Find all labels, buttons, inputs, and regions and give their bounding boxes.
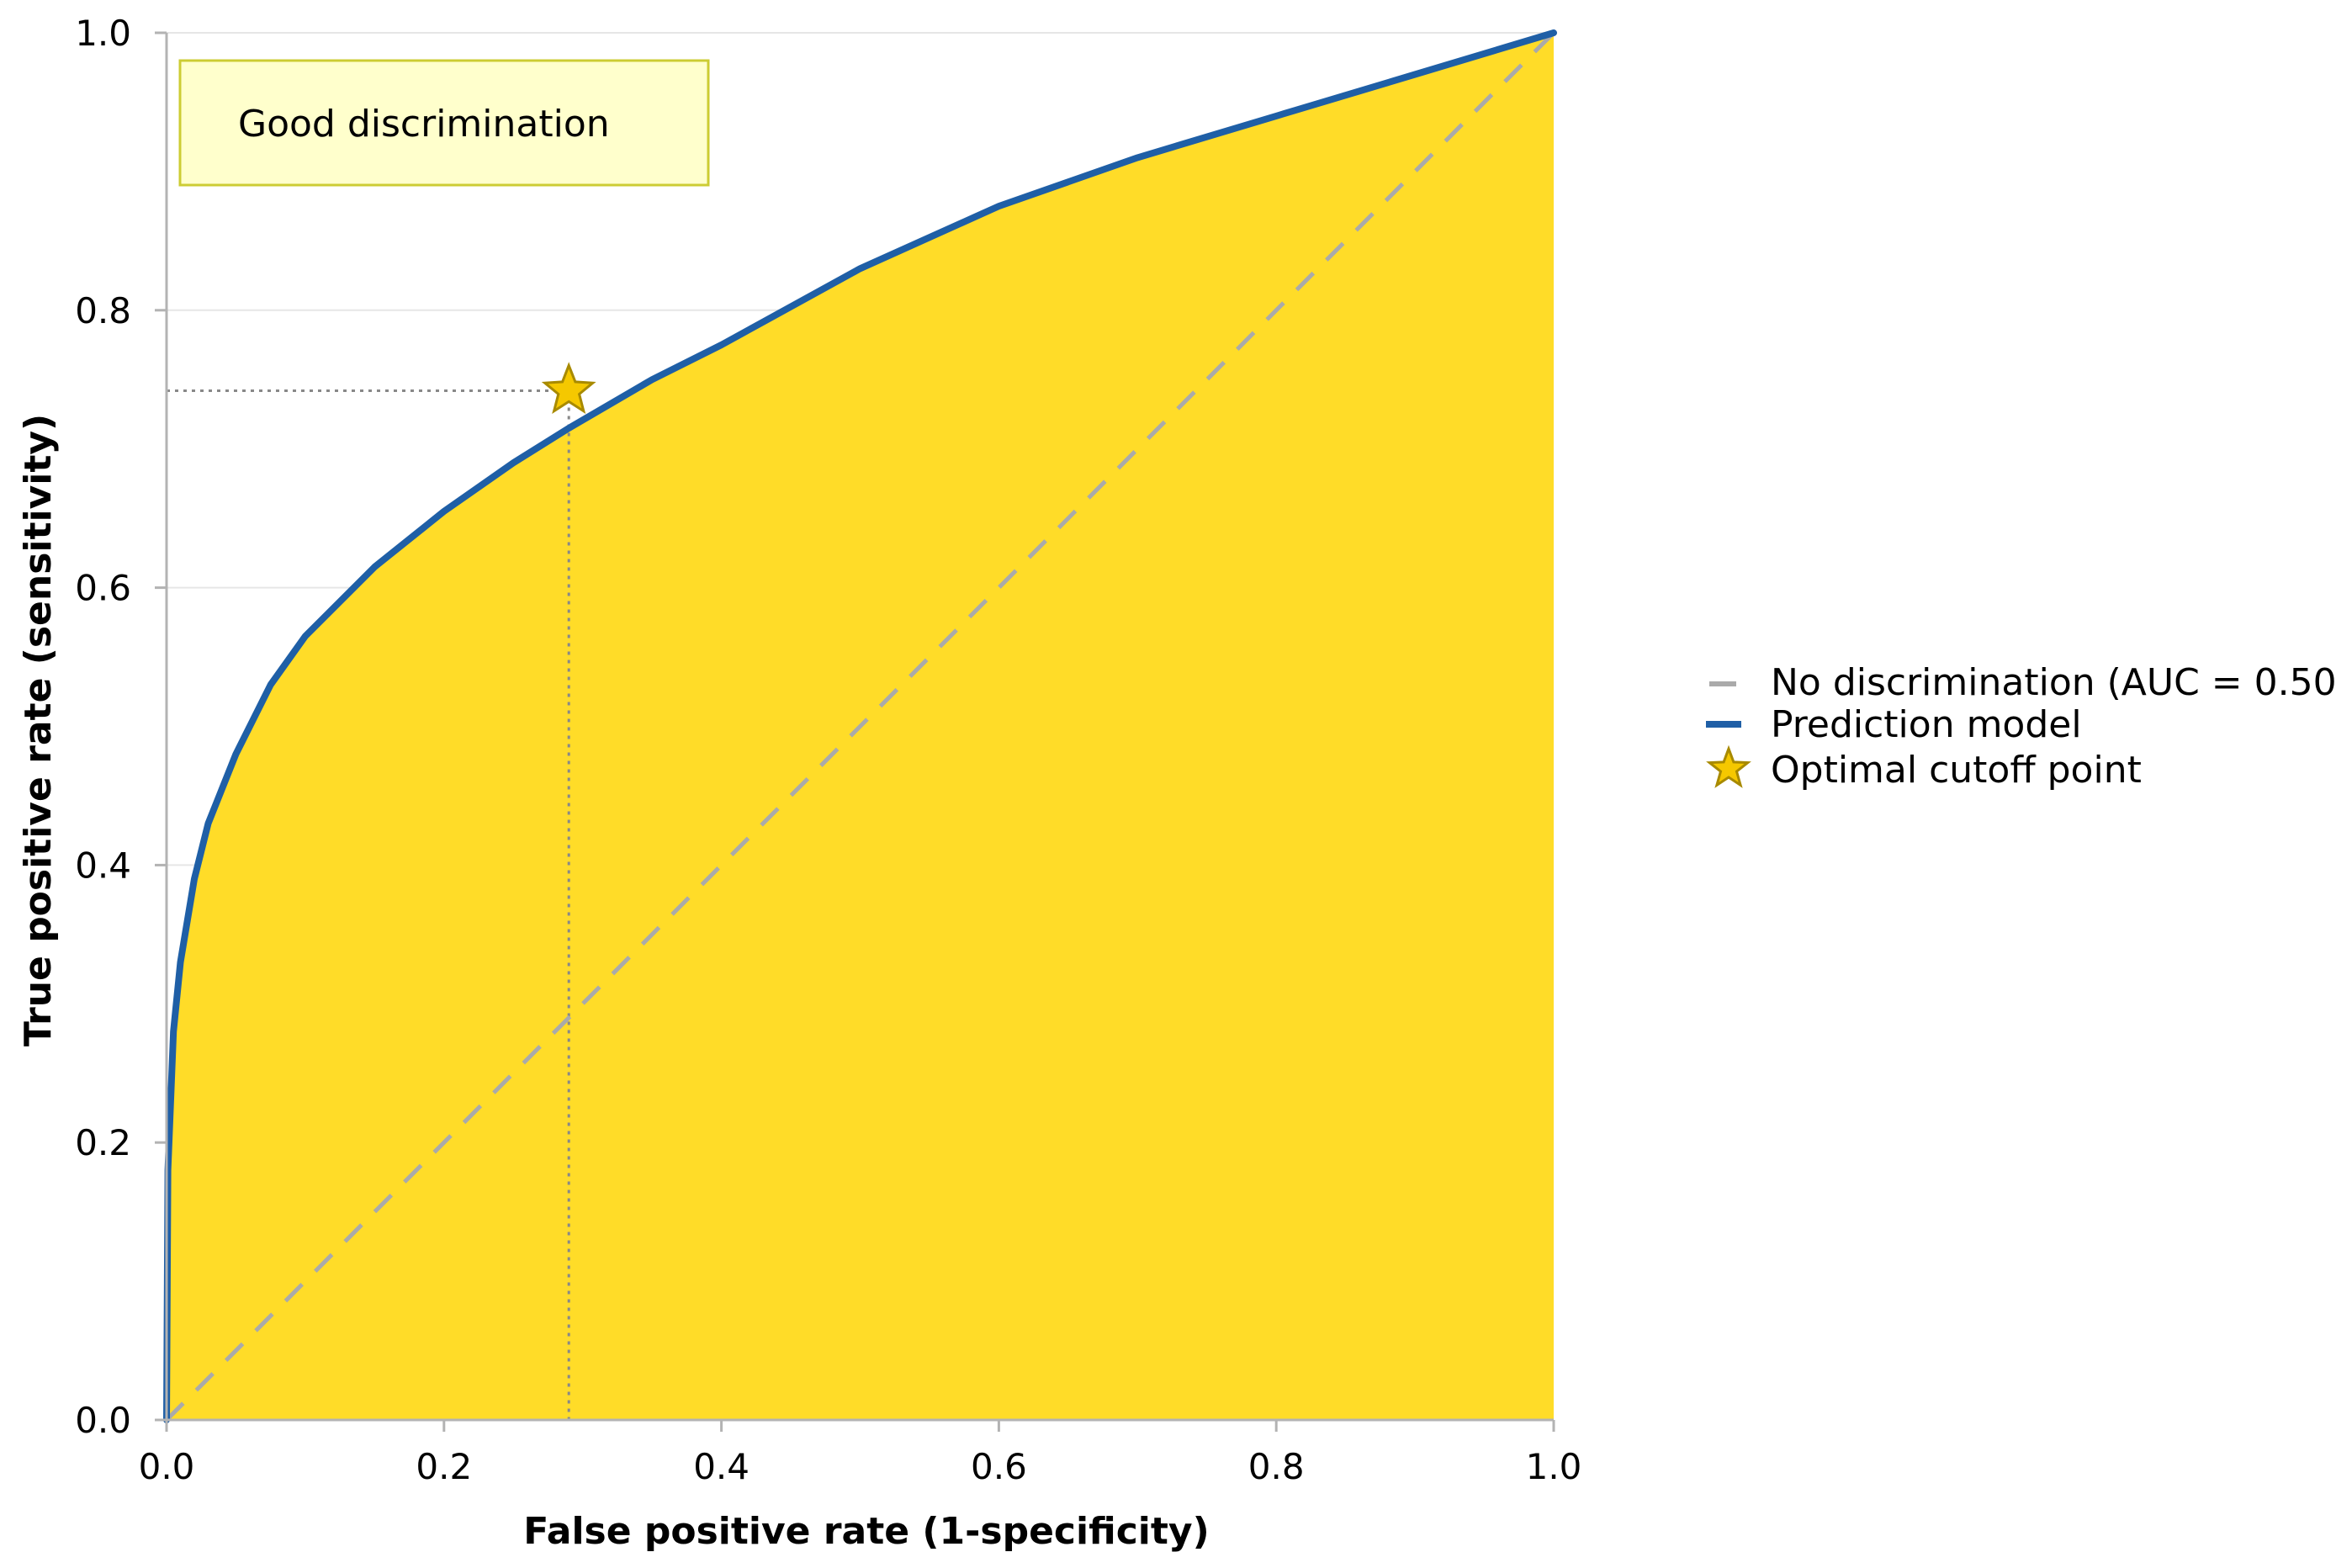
optimal-cutoff-star [541,362,596,415]
legend-prediction-model-label: Prediction model [1771,703,2082,746]
x-tick-labels: 0.0 0.2 0.4 0.6 0.8 1.0 [139,1446,1582,1487]
legend-no-discrimination-label: No discrimination (AUC = 0.50) [1771,661,2336,704]
y-tick-label-0: 0.0 [75,1400,131,1441]
no-discrimination-line [165,31,1555,1422]
y-axis-title: True positive rate (sensitivity) [17,414,60,1046]
x-tick-label-4: 0.8 [1248,1446,1305,1487]
y-axis-ticks [155,31,167,1422]
prediction-model-curve [163,29,1557,1423]
y-tick-label-3: 0.6 [75,568,131,609]
y-tick-labels: 0.0 0.2 0.4 0.6 0.8 1.0 [75,13,131,1441]
annotation-box-label: Good discrimination [238,103,610,146]
y-tick-label-5: 1.0 [75,13,131,54]
x-tick-label-5: 1.0 [1526,1446,1582,1487]
y-tick-label-2: 0.4 [75,845,131,886]
annotation-box-background [178,59,710,187]
x-tick-label-2: 0.4 [693,1446,750,1487]
y-tick-label-1: 0.2 [75,1122,131,1163]
legend-optimal-cutoff-swatch [1706,744,1751,788]
x-axis-ticks [165,1420,1555,1432]
x-axis-title: False positive rate (1-specificity) [523,1510,1209,1553]
legend: No discrimination (AUC = 0.50) Predictio… [1706,661,2336,792]
y-tick-label-4: 0.8 [75,290,131,331]
legend-optimal-cutoff-label: Optimal cutoff point [1771,749,2142,792]
annotation-box: Good discrimination [178,59,710,187]
x-tick-label-0: 0.0 [139,1446,195,1487]
x-tick-label-1: 0.2 [416,1446,472,1487]
x-tick-label-3: 0.6 [971,1446,1027,1487]
